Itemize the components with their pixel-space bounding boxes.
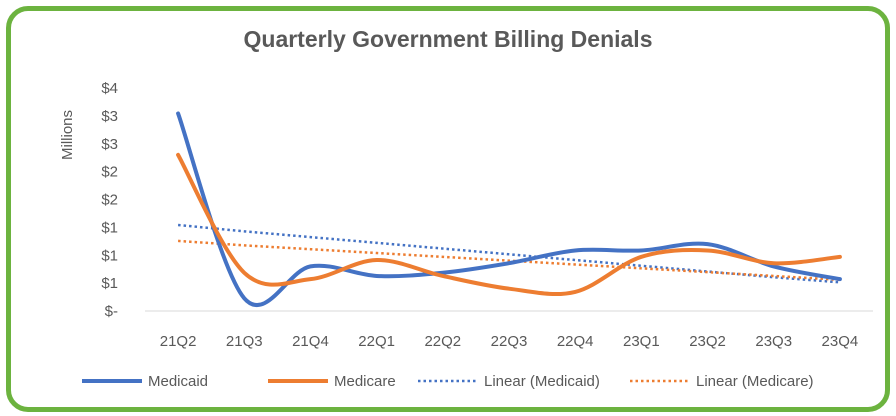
chart-title: Quarterly Government Billing Denials bbox=[243, 26, 653, 52]
y-tick-label: $3 bbox=[101, 108, 118, 125]
x-tick-label: 22Q1 bbox=[358, 333, 395, 350]
series-line-linear-medicaid bbox=[177, 223, 841, 284]
x-tick-label: 21Q3 bbox=[226, 333, 263, 350]
x-tick-label: 23Q2 bbox=[689, 333, 726, 350]
x-tick-label: 22Q2 bbox=[424, 333, 461, 350]
y-tick-label: $1 bbox=[101, 219, 118, 236]
legend-entry: Linear (Medicaid) bbox=[484, 373, 600, 390]
chart-frame bbox=[6, 6, 890, 412]
y-axis-label: Millions bbox=[59, 110, 76, 160]
legend-entry: Medicare bbox=[334, 373, 396, 390]
series-line-linear-medicare bbox=[178, 239, 840, 282]
y-tick-label: $3 bbox=[101, 136, 118, 153]
x-tick-label: 23Q3 bbox=[755, 333, 792, 350]
x-tick-label: 21Q2 bbox=[160, 333, 197, 350]
y-tick-label: $2 bbox=[101, 164, 118, 181]
x-tick-label: 23Q1 bbox=[623, 333, 660, 350]
x-tick-label: 22Q4 bbox=[557, 333, 594, 350]
legend-entry: Linear (Medicare) bbox=[696, 373, 814, 390]
y-tick-label: $- bbox=[105, 303, 118, 320]
y-tick-label: $1 bbox=[101, 247, 118, 264]
legend-entry: Medicaid bbox=[148, 373, 208, 390]
x-tick-label: 22Q3 bbox=[491, 333, 528, 350]
y-tick-label: $4 bbox=[101, 80, 118, 97]
x-tick-label: 21Q4 bbox=[292, 333, 329, 350]
x-tick-label: 23Q4 bbox=[822, 333, 859, 350]
y-tick-label: $1 bbox=[101, 275, 118, 292]
series-line-medicaid bbox=[176, 111, 842, 308]
y-tick-label: $2 bbox=[101, 192, 118, 209]
series-line-medicare bbox=[176, 152, 842, 297]
